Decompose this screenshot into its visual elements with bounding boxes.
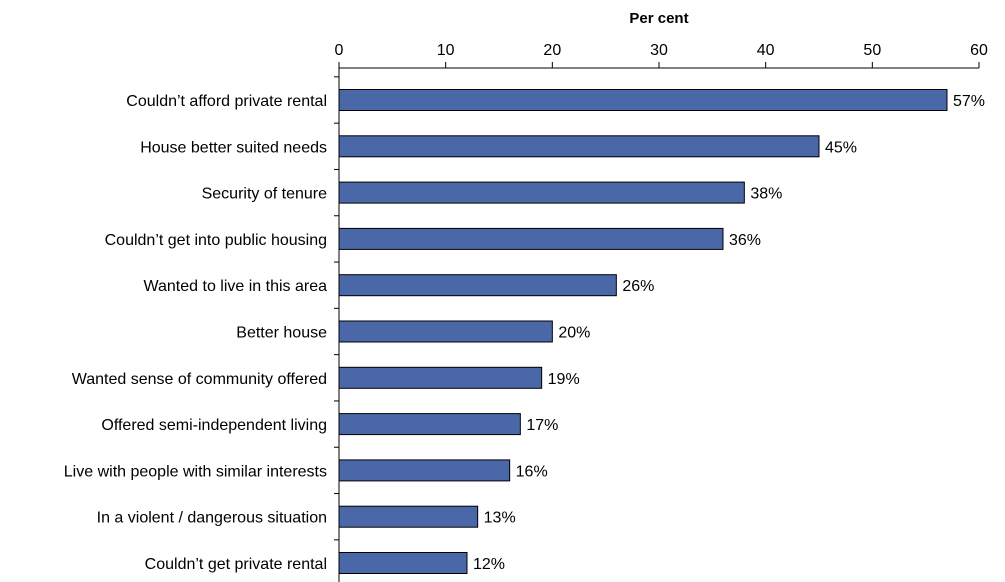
bar [338,459,511,482]
value-label: 20% [558,325,590,342]
category-label: In a violent / dangerous situation [97,510,327,527]
category-label: Couldn’t afford private rental [126,93,327,110]
category-label: Live with people with similar interests [64,463,327,480]
value-label: 57% [953,93,985,110]
bar [338,552,468,574]
category-label: House better suited needs [140,139,327,156]
category-label: Couldn’t get into public housing [105,232,327,249]
category-labels: Couldn’t afford private rental House bett… [64,76,339,573]
category-label: Security of tenure [202,186,328,203]
x-tick-label: 20 [543,42,561,59]
value-label: 45% [825,139,857,156]
bar [338,505,479,528]
value-label: 13% [484,510,516,527]
x-tick-label: 30 [650,42,668,59]
value-label: 16% [516,463,548,480]
bar [338,227,724,250]
x-axis-title: Per cent [629,10,688,27]
bar [338,320,553,343]
value-label: 19% [548,371,580,388]
value-label: 17% [526,417,558,434]
bar [338,89,948,111]
bar [338,135,820,158]
category-label: Wanted to live in this area [144,278,328,295]
category-label: Better house [236,325,327,342]
x-tick-label: 40 [757,42,775,59]
bar [338,274,617,297]
value-labels: 57% 45% 38% 36% 26% 20% 19% 17% 16% 13% 12% [473,93,985,573]
value-label: 38% [750,186,782,203]
category-label: Couldn’t get private rental [145,556,327,573]
value-label: 26% [622,278,654,295]
x-tick-label: 50 [863,42,881,59]
category-label: Offered semi-independent living [101,417,327,434]
bar [338,181,745,204]
x-tick-label: 10 [437,42,455,59]
x-axis: 0 10 20 30 40 50 60 [335,42,988,69]
bar [338,366,543,389]
value-label: 12% [473,556,505,573]
x-tick-label: 60 [970,42,988,59]
bars [338,89,948,574]
value-label: 36% [729,232,761,249]
bar [338,413,521,436]
category-label: Wanted sense of community offered [72,371,327,388]
x-tick-label: 0 [335,42,344,59]
